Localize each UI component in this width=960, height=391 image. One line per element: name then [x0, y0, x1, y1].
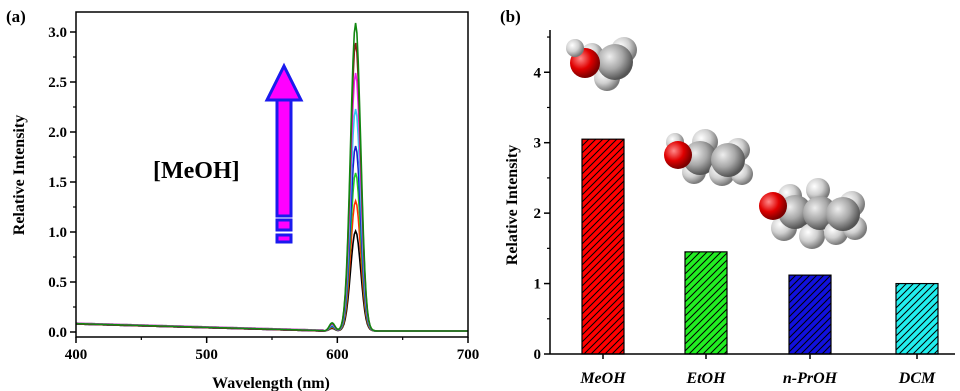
panel-a-label: (a) — [6, 7, 26, 26]
panel-a-frame — [75, 11, 469, 338]
propanol-model-icon — [759, 178, 867, 249]
panel-a: (a) 400 500 600 700 0.0 0.5 1.0 1.5 2.0 2.5 3.0 Wa… — [6, 7, 479, 391]
spectrum-line-4 — [76, 145, 468, 332]
panel-a-y-axis-title: Relative Intensity — [11, 115, 28, 235]
increase-arrow-icon — [264, 62, 304, 244]
spectrum-line-2 — [76, 198, 468, 332]
ethanol-model-icon — [664, 129, 753, 186]
y-tick-label: 0.0 — [48, 325, 67, 341]
panel-b-y-axis-title: Relative Intensity — [504, 145, 521, 265]
bar-hatch — [581, 138, 625, 355]
bar-hatch — [895, 282, 939, 355]
spectrum-line-5 — [76, 108, 468, 332]
methanol-model-icon — [566, 37, 637, 91]
y-tick-label: 3.0 — [48, 25, 67, 41]
y-tick-label: 1 — [534, 277, 542, 293]
panel-b-label: (b) — [500, 7, 521, 26]
category-label: n-PrOH — [783, 370, 838, 387]
panel-a-axes: 400 500 600 700 0.0 0.5 1.0 1.5 2.0 2.5 3.0 — [48, 11, 480, 363]
x-tick-label: 700 — [457, 347, 480, 363]
y-tick-label: 4 — [534, 65, 542, 81]
spectrum-line-6 — [76, 72, 468, 332]
y-tick-label: 2 — [534, 206, 542, 222]
x-tick-label: 500 — [195, 347, 218, 363]
category-label: MeOH — [579, 370, 626, 387]
bar-hatch — [788, 274, 832, 355]
panel-b-bar-group — [581, 138, 939, 355]
spectrum-line-7 — [76, 42, 468, 332]
meoh-annotation: [MeOH] — [153, 158, 240, 184]
y-tick-label: 1.0 — [48, 225, 67, 241]
spectrum-line-1 — [76, 228, 468, 332]
y-tick-label: 0 — [534, 347, 542, 363]
spectrum-line-3 — [76, 172, 468, 332]
category-label: EtOH — [685, 370, 726, 387]
y-tick-label: 1.5 — [48, 175, 67, 191]
x-tick-label: 600 — [326, 347, 349, 363]
panel-a-series-group — [76, 22, 468, 332]
category-label: DCM — [898, 370, 936, 387]
y-tick-label: 2.0 — [48, 125, 67, 141]
x-tick-label: 400 — [65, 347, 88, 363]
y-tick-label: 2.5 — [48, 75, 67, 91]
y-tick-label: 3 — [534, 136, 542, 152]
bar-hatch — [684, 251, 728, 355]
panel-a-x-axis-title: Wavelength (nm) — [212, 375, 330, 391]
spectrum-line-8 — [76, 22, 468, 332]
panel-b-axes: MeOH EtOH n-PrOH DCM 0 1 2 3 4 — [534, 30, 955, 387]
y-tick-label: 0.5 — [48, 275, 67, 291]
panel-b: (b) MeOH EtOH n-PrOH DCM 0 1 2 3 4 Relative Inte… — [500, 7, 955, 387]
